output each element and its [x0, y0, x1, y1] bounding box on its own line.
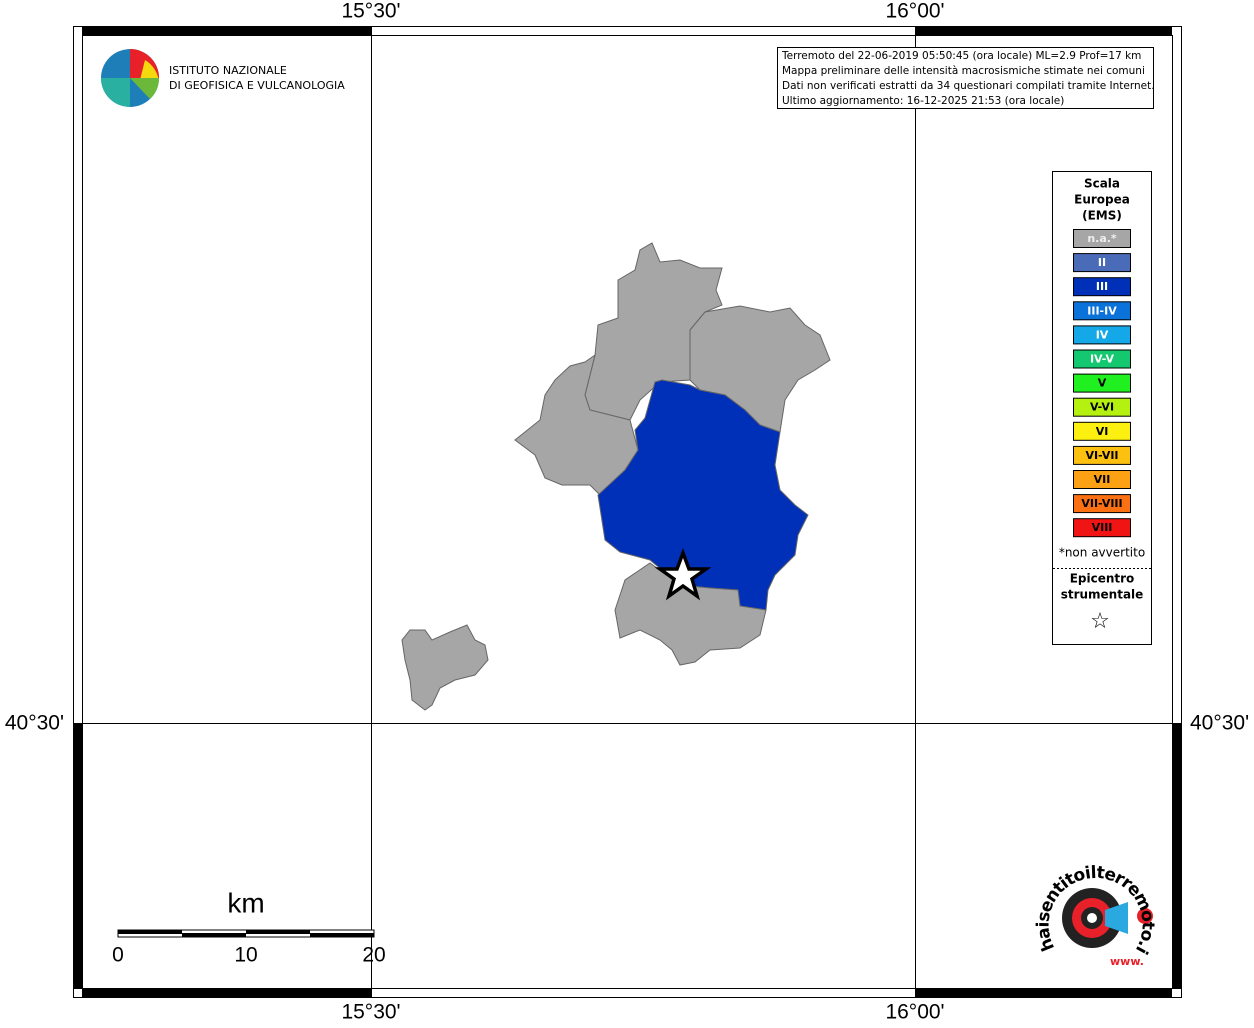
scale-bar: km 0 10 20 — [112, 887, 386, 966]
legend-swatch — [1073, 325, 1131, 345]
lon-label: 15°30' — [341, 1001, 400, 1024]
legend-label: IV — [1096, 328, 1109, 341]
legend-swatch — [1073, 301, 1131, 321]
lon-label: 16°00' — [885, 0, 944, 23]
legend-label: VII-VIII — [1081, 497, 1122, 510]
legend-label: VI-VII — [1085, 449, 1118, 462]
legend-swatch — [1073, 518, 1131, 538]
legend-epicenter: strumentale — [1061, 588, 1144, 602]
institute-logo: ISTITUTO NAZIONALE DI GEOFISICA E VULCAN… — [101, 49, 345, 107]
legend-swatch — [1073, 253, 1131, 273]
legend-label: II — [1098, 256, 1106, 269]
legend-swatch — [1073, 397, 1131, 417]
legend-swatch — [1073, 445, 1131, 465]
legend-swatch — [1073, 277, 1131, 297]
graticule-lines — [74, 27, 1181, 997]
lat-label: 40°30' — [1190, 712, 1249, 735]
legend-label: V-VI — [1090, 401, 1114, 414]
logo-www: www. — [1110, 955, 1144, 968]
legend-label: V — [1098, 377, 1107, 390]
legend-label: IV-V — [1090, 353, 1115, 366]
legend-label: n.a.* — [1087, 232, 1117, 245]
scale-label: 10 — [234, 944, 257, 967]
legend-swatch — [1073, 373, 1131, 393]
info-line: Terremoto del 22-06-2019 05:50:45 (ora l… — [781, 50, 1141, 62]
legend-swatch — [1073, 349, 1131, 369]
legend-title: Scala — [1084, 177, 1120, 191]
info-line: Ultimo aggiornamento: 16-12-2025 21:53 (… — [782, 95, 1064, 107]
legend-swatch — [1073, 421, 1131, 441]
lon-label: 16°00' — [885, 1001, 944, 1024]
info-box — [777, 47, 1154, 109]
legend-label: VII — [1094, 473, 1111, 486]
info-line: Mappa preliminare delle intensità macros… — [782, 65, 1145, 77]
legend-symbol: ☆ — [1090, 609, 1110, 634]
municipalities — [401, 242, 831, 711]
scale-label: 20 — [362, 944, 385, 967]
legend-title: Europea — [1074, 193, 1130, 207]
legend-swatch — [1073, 494, 1131, 514]
lon-label: 15°30' — [341, 0, 400, 23]
logo-text: DI GEOFISICA E VULCANOLOGIA — [169, 79, 345, 92]
scale-unit: km — [227, 887, 264, 918]
logo-text: ISTITUTO NAZIONALE — [169, 64, 287, 77]
scale-label: 0 — [112, 944, 124, 967]
legend-label: III — [1096, 280, 1108, 293]
legend-label: III-IV — [1087, 304, 1117, 317]
info-line: Dati non verificati estratti da 34 quest… — [782, 80, 1155, 92]
legend-label: VIII — [1092, 521, 1113, 534]
legend-label: VI — [1096, 425, 1109, 438]
border-ticks — [74, 27, 1181, 997]
legend-note: *non avvertito — [1059, 546, 1145, 560]
epicenter-star — [654, 548, 712, 601]
legend-swatch — [1073, 470, 1131, 489]
legend-swatch — [1073, 229, 1131, 248]
legend-title: (EMS) — [1082, 209, 1122, 223]
lat-label: 40°30' — [5, 712, 64, 735]
legend-epicenter: Epicentro — [1070, 572, 1135, 586]
